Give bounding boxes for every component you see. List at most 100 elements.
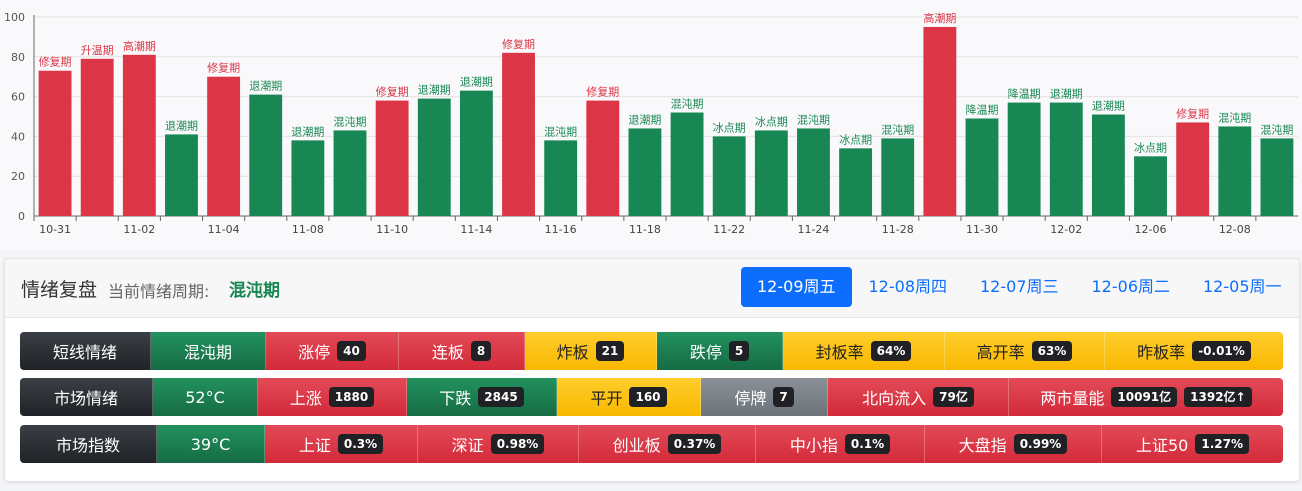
metric-name: 平开	[590, 389, 623, 408]
x-tick-label: 11-22	[713, 223, 745, 236]
metric-badge: 21	[595, 341, 625, 361]
x-tick-label: 10-31	[39, 223, 71, 236]
y-tick-label: 60	[11, 91, 25, 104]
bar	[881, 138, 915, 216]
metric-name: 昨板率	[1137, 343, 1186, 362]
y-tick-label: 100	[4, 11, 25, 24]
market-index-row: 市场指数 39°C 上证 0.3% 深证 0.98% 创业板 0.37% 中小指 0.1…	[20, 425, 1283, 463]
x-tick-label: 11-08	[292, 223, 324, 236]
bar-data-label: 修复期	[376, 85, 409, 99]
bar	[249, 94, 283, 216]
metric-badge: 0.37%	[667, 434, 722, 454]
tab-12-05[interactable]: 12-05周一	[1203, 277, 1282, 296]
status-cell: 混沌期	[151, 332, 266, 370]
advance-cell: 上涨 1880	[258, 378, 407, 416]
bar-data-label: 冰点期	[755, 115, 788, 128]
metric-badge: 0.98%	[490, 434, 545, 454]
bar-data-label: 混沌期	[1260, 123, 1293, 136]
bar-data-label: 修复期	[1176, 106, 1209, 120]
metric-badge: 7	[773, 387, 794, 407]
metric-name: 跌停	[689, 343, 722, 362]
tab-12-07[interactable]: 12-07周三	[980, 277, 1059, 296]
market-volume-cell: 两市量能 10091亿 1392亿↑	[1009, 378, 1283, 416]
metric-name: 上证50	[1135, 436, 1189, 455]
bar	[165, 134, 198, 216]
suspended-cell: 停牌 7	[701, 378, 828, 416]
row-label: 短线情绪	[20, 332, 151, 370]
current-cycle-value: 混沌期	[229, 281, 280, 301]
bar-data-label: 高潮期	[923, 11, 956, 25]
metric-badge: 10091亿	[1111, 387, 1178, 407]
metric-badge: 8	[470, 341, 492, 361]
bar-data-label: 混沌期	[544, 125, 577, 138]
bar-data-label: 退潮期	[249, 79, 282, 93]
sme-index-cell: 中小指 0.1%	[756, 425, 925, 463]
bar-data-label: 混沌期	[881, 123, 914, 136]
metric-badge: 2845	[478, 387, 524, 407]
bar	[839, 148, 873, 216]
bar-data-label: 退潮期	[460, 75, 493, 89]
bar	[923, 26, 957, 217]
x-tick-label: 11-16	[545, 223, 577, 236]
yesterday-board-rate-cell: 昨板率 -0.01%	[1105, 332, 1283, 370]
metric-badge: 79亿	[933, 387, 974, 407]
bar-data-label: 混沌期	[671, 98, 704, 111]
metric-name: 大盘指	[958, 436, 1007, 455]
shenzhen-index-cell: 深证 0.98%	[418, 425, 579, 463]
sse50-index-cell: 上证50 1.27%	[1102, 425, 1283, 463]
metric-badge: 5	[728, 341, 750, 361]
x-tick-label: 11-18	[629, 223, 661, 236]
x-tick-label: 11-10	[376, 223, 408, 236]
panel-title: 情绪复盘	[21, 279, 98, 301]
y-tick-label: 0	[18, 210, 25, 223]
bar	[1091, 114, 1125, 216]
metric-name: 创业板	[612, 436, 661, 455]
metric-name: 上证	[298, 436, 331, 455]
x-tick-label: 12-08	[1219, 223, 1251, 236]
y-tick-label: 80	[11, 51, 25, 64]
bar-data-label: 降温期	[1008, 87, 1041, 101]
metric-badge: 63%	[1031, 341, 1073, 361]
shanghai-index-cell: 上证 0.3%	[265, 425, 418, 463]
decline-cell: 下跌 2845	[407, 378, 557, 416]
bar-data-label: 退潮期	[1050, 87, 1083, 101]
flat-cell: 平开 160	[557, 378, 701, 416]
tab-12-09[interactable]: 12-09周五	[741, 267, 852, 307]
northbound-flow-cell: 北向流入 79亿	[828, 378, 1009, 416]
bar	[965, 118, 999, 216]
metric-name: 北向流入	[862, 389, 927, 408]
metric-name: 中小指	[789, 436, 838, 455]
seal-rate-cell: 封板率 64%	[783, 332, 945, 370]
y-tick-label: 20	[11, 170, 25, 183]
temperature-cell: 39°C	[157, 425, 265, 463]
temperature-cell: 52°C	[153, 378, 258, 416]
metric-name: 停牌	[734, 389, 767, 408]
volume-change-badge: 1392亿↑	[1184, 387, 1252, 407]
bar-data-label: 升温期	[81, 44, 114, 57]
consecutive-board-cell: 连板 8	[399, 332, 525, 370]
limit-up-cell: 涨停 40	[266, 332, 399, 370]
row-label: 市场指数	[20, 425, 157, 463]
large-cap-index-cell: 大盘指 0.99%	[925, 425, 1102, 463]
metric-name: 封板率	[815, 343, 864, 362]
bar	[502, 52, 535, 216]
bar	[1007, 102, 1041, 216]
bar	[1049, 102, 1083, 216]
bar-data-label: 高潮期	[123, 39, 156, 53]
bar	[754, 130, 788, 216]
tab-12-06[interactable]: 12-06周二	[1091, 277, 1171, 296]
metric-badge: 0.3%	[337, 434, 384, 454]
bar-data-label: 修复期	[586, 85, 619, 99]
bar	[291, 140, 325, 216]
metric-badge: 0.99%	[1013, 434, 1068, 454]
bar-data-label: 退潮期	[291, 124, 324, 138]
bar-data-label: 退潮期	[165, 118, 198, 132]
x-tick-label: 11-30	[966, 223, 998, 236]
chinext-index-cell: 创业板 0.37%	[579, 425, 756, 463]
bar	[544, 140, 578, 216]
bar	[712, 136, 746, 216]
bar	[797, 128, 830, 216]
tab-12-08[interactable]: 12-08周四	[868, 277, 948, 296]
row-label: 市场情绪	[20, 378, 153, 416]
bar	[628, 128, 662, 216]
